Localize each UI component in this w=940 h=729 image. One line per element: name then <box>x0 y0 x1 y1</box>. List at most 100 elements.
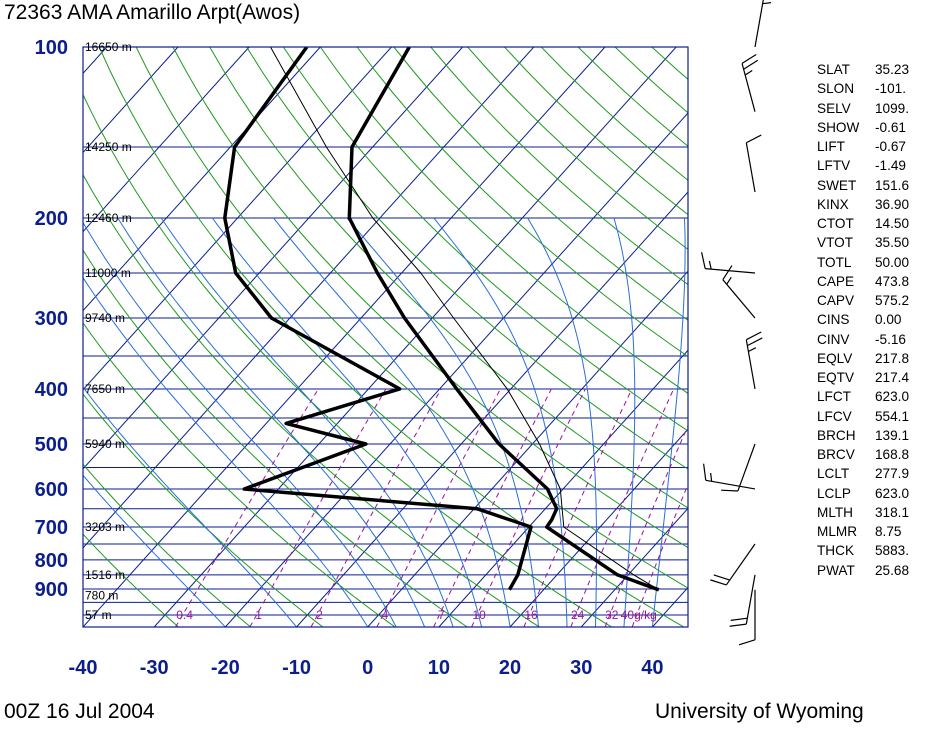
stat-value: 0.00 <box>875 312 902 328</box>
stat-key: SHOW <box>817 119 860 135</box>
mixing-ratio-line <box>570 388 675 627</box>
mixing-ratio-label: 1 <box>255 608 262 622</box>
stat-key: CINS <box>817 312 850 328</box>
dry-adiabat-line <box>172 47 688 549</box>
stat-row: VTOT 35.50 <box>817 233 909 252</box>
moist-adiabat-line <box>433 217 568 627</box>
pressure-tick-label: 400 <box>35 379 68 401</box>
dry-adiabat-line <box>83 173 540 627</box>
stat-row: EQLV 217.8 <box>817 349 909 368</box>
stat-key: SWET <box>817 177 857 193</box>
background-lines <box>83 47 688 627</box>
isotherm-line <box>83 47 250 233</box>
stat-row: LFTV -1.49 <box>817 156 909 175</box>
mixing-ratio-line <box>310 388 442 627</box>
height-label: 57 m <box>85 608 112 622</box>
stat-key: MLMR <box>817 524 858 539</box>
wind-barb <box>729 574 756 627</box>
isotherm-line <box>224 112 688 627</box>
height-label: 7650 m <box>85 382 125 396</box>
dry-adiabat-line <box>319 47 688 394</box>
moist-adiabat-line <box>651 217 686 627</box>
height-label: 14250 m <box>85 140 132 154</box>
stat-key: LFTV <box>817 158 851 174</box>
stat-key: LFCT <box>817 389 851 405</box>
moist-adiabat-line <box>83 474 226 627</box>
isotherm-line <box>83 47 606 627</box>
isotherm-line <box>580 507 688 627</box>
dry-adiabat-line <box>282 47 688 432</box>
height-label: 11000 m <box>85 266 131 280</box>
stat-row: BRCH 139.1 <box>817 426 909 445</box>
stat-key: LFCV <box>817 408 852 424</box>
mixing-ratio-label: 24 <box>571 608 585 622</box>
height-label: 9740 m <box>85 311 125 325</box>
stat-value: 5883. <box>875 543 910 559</box>
stat-row: CTOT 14.50 <box>817 214 909 233</box>
moist-adiabat-line <box>83 276 369 627</box>
height-label: 780 m <box>85 589 118 603</box>
stability-indices: SLAT 35.23 SLON -101. SELV 1099. SHOW -0.61 LIFT… <box>817 60 909 580</box>
stat-value: 35.23 <box>875 62 910 77</box>
pressure-tick-label: 500 <box>35 434 68 456</box>
parcel-path-line <box>270 47 660 591</box>
dry-adiabat-line <box>83 322 396 627</box>
wind-barb <box>741 53 759 112</box>
stat-row: MLMR 8.75 <box>817 522 909 541</box>
temperature-tick-label: -20 <box>211 657 240 679</box>
mixing-ratio-line <box>376 388 501 627</box>
dewpoint-line <box>223 47 533 591</box>
pressure-tick-label: 700 <box>35 517 68 539</box>
stat-value: 151.6 <box>875 177 910 193</box>
mixing-ratio-line <box>175 388 319 627</box>
stat-value: -5.16 <box>875 331 906 347</box>
temperature-tick-label: 40 <box>641 657 663 679</box>
stat-row: CAPV 575.2 <box>817 291 909 310</box>
stat-row: TOTL 50.00 <box>817 253 909 272</box>
stat-row: LCLT 277.9 <box>817 464 909 483</box>
stat-key: CAPV <box>817 293 855 308</box>
wind-barb <box>703 463 756 490</box>
mixing-ratio-label: 2 <box>316 608 323 622</box>
mixing-ratio-line <box>249 388 387 627</box>
wind-barb <box>722 265 756 319</box>
sounding-lines <box>223 47 660 592</box>
temperature-tick-label: 30 <box>570 657 592 679</box>
stat-key: MLTH <box>817 504 853 520</box>
stat-value: -101. <box>875 81 906 97</box>
stat-key: EQLV <box>817 350 853 366</box>
stat-key: SLAT <box>817 62 850 77</box>
wind-barb <box>710 543 756 586</box>
stat-value: 623.0 <box>875 485 910 501</box>
stat-key: LCLT <box>817 466 850 482</box>
stat-row: MLTH 318.1 <box>817 503 909 522</box>
stat-row: CAPE 473.8 <box>817 272 909 291</box>
dry-adiabat-line <box>83 533 179 627</box>
pressure-tick-label: 300 <box>35 308 68 330</box>
pressure-tick-label: 800 <box>35 550 68 572</box>
pressure-tick-label: 100 <box>35 37 68 59</box>
isotherm-line <box>509 428 688 627</box>
stat-value: 318.1 <box>875 504 910 520</box>
moist-adiabat-line <box>160 217 454 627</box>
stat-value: -0.61 <box>875 119 906 135</box>
stat-row: KINX 36.90 <box>817 195 909 214</box>
stat-row: CINS 0.00 <box>817 310 909 329</box>
temperature-tick-label: -40 <box>69 657 98 679</box>
stat-value: 575.2 <box>875 293 910 308</box>
isotherm-line <box>83 47 321 312</box>
temperature-tick-label: 10 <box>428 657 450 679</box>
moist-adiabat-line <box>613 217 636 627</box>
stat-row: SHOW -0.61 <box>817 118 909 137</box>
stat-row: SWET 151.6 <box>817 176 909 195</box>
stat-value: 8.75 <box>875 524 902 539</box>
mixing-ratio-label: 16 <box>524 608 538 622</box>
stat-key: CAPE <box>817 273 855 289</box>
pressure-tick-label: 900 <box>35 579 68 601</box>
stat-key: KINX <box>817 196 849 212</box>
stat-value: -1.49 <box>875 158 906 174</box>
temperature-line <box>347 47 660 592</box>
observation-time: 00Z 16 Jul 2004 <box>4 700 155 723</box>
stat-row: LFCV 554.1 <box>817 407 909 426</box>
isotherm-line <box>83 47 179 154</box>
